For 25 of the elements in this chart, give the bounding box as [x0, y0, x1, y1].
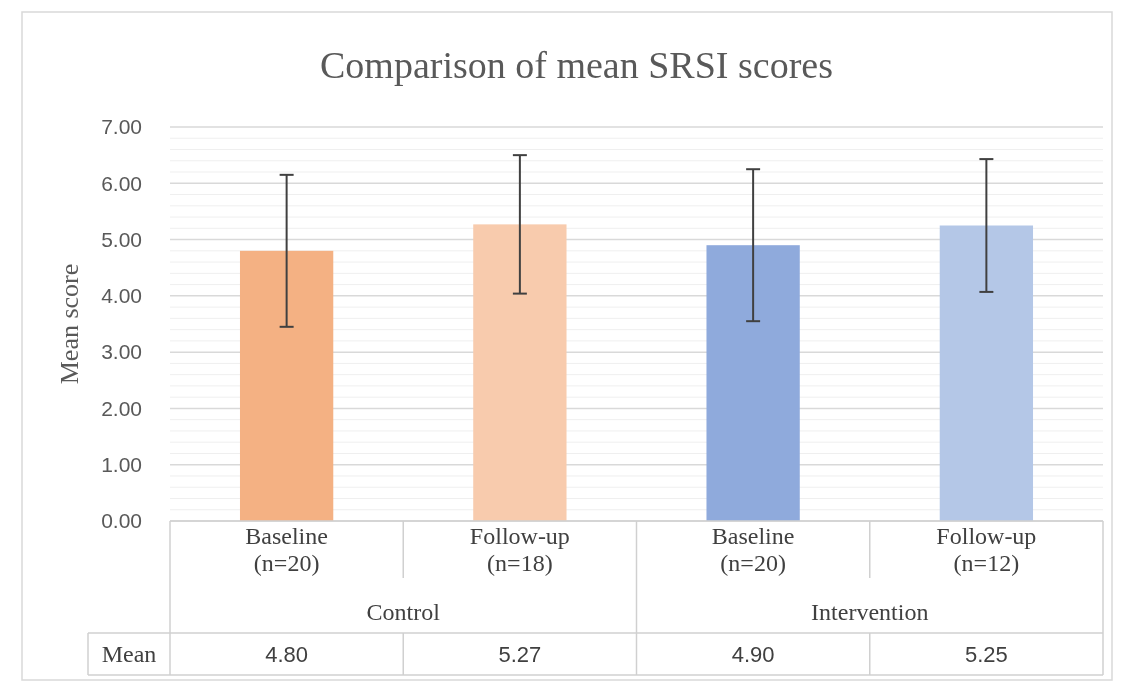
x-tick-label: Follow-up (n=18)	[469, 523, 570, 576]
text: Intervention	[811, 599, 929, 625]
text: Mean	[101, 641, 157, 668]
data-label: 5.25	[964, 641, 1008, 667]
data-label: 5.27	[498, 641, 542, 667]
x-tick-label: Baseline (n=20)	[245, 523, 328, 576]
y-axis-title: Mean score	[55, 263, 84, 385]
y-tick-label: 2.00	[101, 396, 142, 420]
y-tick-label: 4.00	[101, 284, 142, 308]
y-tick-label: 3.00	[101, 340, 142, 364]
y-tick-label: 5.00	[101, 227, 142, 251]
y-tick-label: 0.00	[101, 509, 142, 533]
data-label: 4.90	[731, 641, 775, 667]
bar	[473, 224, 567, 521]
y-tick-label: 1.00	[101, 453, 142, 477]
chart-title: Comparison of mean SRSI scores	[320, 44, 833, 86]
x-tick-label: Follow-up (n=12)	[936, 523, 1037, 576]
bar	[706, 245, 800, 521]
bar	[239, 250, 334, 521]
y-tick-label: 6.00	[101, 171, 142, 195]
text: Control	[366, 599, 441, 625]
bar	[939, 225, 1034, 521]
data-label: 4.80	[265, 641, 309, 667]
x-tick-label: Baseline (n=20)	[711, 523, 795, 576]
y-tick-label: 7.00	[101, 115, 142, 139]
